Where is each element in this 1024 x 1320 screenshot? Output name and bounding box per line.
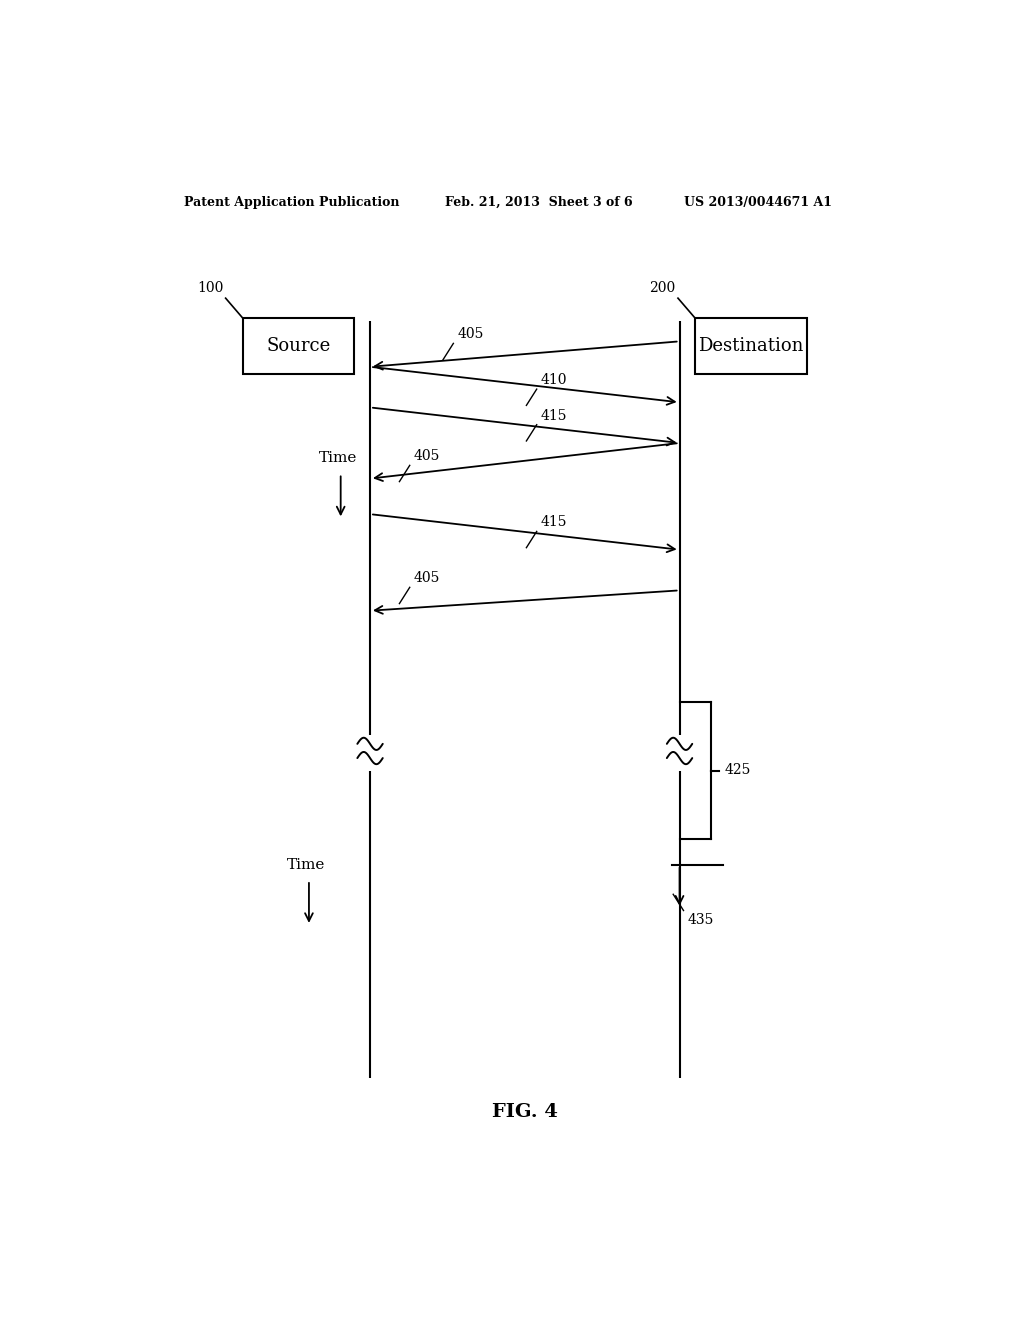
Text: 200: 200	[649, 281, 676, 296]
Text: Feb. 21, 2013  Sheet 3 of 6: Feb. 21, 2013 Sheet 3 of 6	[445, 195, 633, 209]
Text: 415: 415	[541, 515, 567, 529]
Text: FIG. 4: FIG. 4	[492, 1102, 558, 1121]
Text: 405: 405	[414, 449, 440, 463]
Text: 425: 425	[725, 763, 752, 777]
Text: 410: 410	[541, 374, 567, 387]
Text: 435: 435	[687, 912, 714, 927]
Text: 405: 405	[414, 572, 440, 585]
Text: US 2013/0044671 A1: US 2013/0044671 A1	[684, 195, 831, 209]
Text: Time: Time	[287, 858, 325, 871]
Bar	[695, 318, 807, 375]
Bar	[243, 318, 354, 375]
Text: 100: 100	[197, 281, 223, 296]
Text: Source: Source	[266, 338, 331, 355]
Text: Time: Time	[318, 451, 356, 465]
Text: 405: 405	[458, 327, 483, 342]
Text: Destination: Destination	[698, 338, 804, 355]
Text: Patent Application Publication: Patent Application Publication	[183, 195, 399, 209]
Text: 415: 415	[541, 409, 567, 422]
